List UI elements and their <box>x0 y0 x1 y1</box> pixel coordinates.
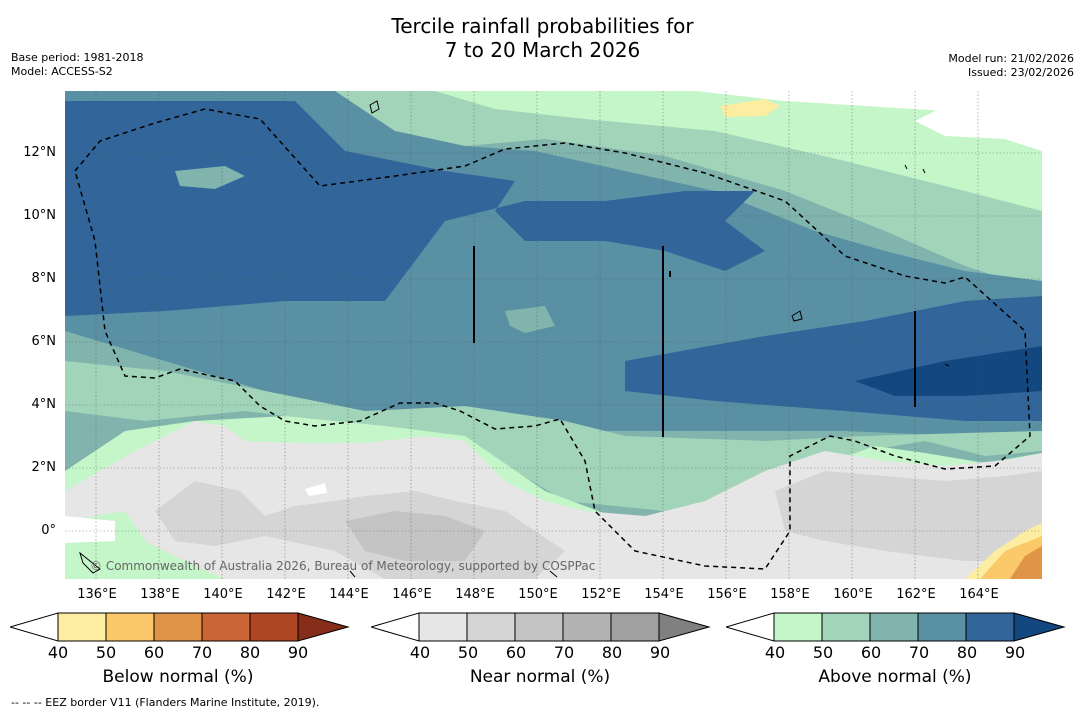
meta-right: Model run: 21/02/2026 Issued: 23/02/2026 <box>948 52 1074 80</box>
map-frame <box>65 91 1042 579</box>
cbar-below-tick: 80 <box>239 643 261 662</box>
cbar-below-tick: 40 <box>47 643 69 662</box>
x-tick: 164°E <box>959 587 999 602</box>
cbar-near-tick: 50 <box>457 643 479 662</box>
cbar-below-ext-low <box>10 612 59 642</box>
cbar-below-tick: 60 <box>143 643 165 662</box>
y-tick: 6°N <box>31 334 57 349</box>
base-period: Base period: 1981-2018 <box>11 51 144 64</box>
x-tick: 144°E <box>329 587 369 602</box>
patch-below-50 <box>720 99 780 117</box>
cbar-near-tick: 80 <box>601 643 623 662</box>
x-tick: 142°E <box>266 587 306 602</box>
x-tick: 156°E <box>707 587 747 602</box>
cbar-above-seg <box>869 612 919 642</box>
cbar-above-seg <box>821 612 871 642</box>
cbar-above-title: Above normal (%) <box>818 667 972 687</box>
title-line-1: Tercile rainfall probabilities for <box>391 14 694 38</box>
cbar-near-tick: 40 <box>409 643 431 662</box>
cbar-near-seg <box>418 612 468 642</box>
x-tick: 148°E <box>455 587 495 602</box>
islands <box>79 100 950 578</box>
x-tick: 140°E <box>203 587 243 602</box>
model-run: Model run: 21/02/2026 <box>948 52 1074 65</box>
cbar-below-tick: 50 <box>95 643 117 662</box>
title-line-2: 7 to 20 March 2026 <box>444 38 641 62</box>
patch-above-60-ne <box>175 166 245 189</box>
zone-near-60 <box>345 511 485 561</box>
cbar-below-seg <box>57 612 107 642</box>
cbar-near-ext-low <box>371 612 420 642</box>
y-tick: 2°N <box>31 460 57 475</box>
cbar-below-ext-high <box>297 612 350 642</box>
cbar-above-tick: 80 <box>956 643 978 662</box>
cbar-near-seg <box>466 612 516 642</box>
y-tick: 0° <box>41 523 56 538</box>
cbar-above-tick: 70 <box>908 643 930 662</box>
map-title: Tercile rainfall probabilities for 7 to … <box>0 14 1085 62</box>
cbar-above-tick: 90 <box>1004 643 1026 662</box>
x-tick: 160°E <box>833 587 873 602</box>
cbar-below-tick: 90 <box>287 643 309 662</box>
eez-footnote: -- -- -- EEZ border V11 (Flanders Marine… <box>11 696 320 709</box>
cbar-above-seg <box>773 612 823 642</box>
cbar-below-seg <box>105 612 155 642</box>
copyright-notice: © Commonwealth of Australia 2026, Bureau… <box>90 559 596 573</box>
band-above-90 <box>855 346 1042 396</box>
gridlines <box>65 91 1042 579</box>
patch-above-60-mid <box>505 306 555 333</box>
rainfall-map <box>65 91 1042 579</box>
cbar-below-tick: 70 <box>191 643 213 662</box>
cbar-below-seg <box>201 612 251 642</box>
x-tick: 138°E <box>140 587 180 602</box>
model-name: Model: ACCESS-S2 <box>11 65 113 78</box>
cbar-above-seg <box>917 612 967 642</box>
x-tick: 154°E <box>644 587 684 602</box>
zone-near-50-east <box>775 471 1042 561</box>
cbar-below-title: Below normal (%) <box>102 667 254 687</box>
x-tick: 162°E <box>896 587 936 602</box>
cbar-above-tick: 50 <box>812 643 834 662</box>
cbar-near-title: Near normal (%) <box>469 667 611 687</box>
cbar-near-tick: 70 <box>553 643 575 662</box>
band-above-40-north <box>435 91 1042 211</box>
zone-below-60-se <box>1010 546 1042 579</box>
cbar-near-seg <box>610 612 660 642</box>
band-above-80 <box>65 101 765 316</box>
cbar-near-tick: 60 <box>505 643 527 662</box>
meta-left: Base period: 1981-2018 Model: ACCESS-S2 <box>11 51 143 79</box>
marker-lines <box>473 246 916 437</box>
cbar-above-ext-low <box>726 612 775 642</box>
cbar-near-seg <box>562 612 612 642</box>
cbar-above-tick: 60 <box>860 643 882 662</box>
cbar-near-tick: 90 <box>649 643 671 662</box>
cbar-below-seg <box>153 612 203 642</box>
colorbar-above <box>726 612 1066 642</box>
y-tick: 8°N <box>31 271 57 286</box>
zone-white-gap <box>305 483 327 496</box>
x-tick: 150°E <box>518 587 558 602</box>
cbar-near-seg <box>514 612 564 642</box>
colorbar-near <box>371 612 711 642</box>
cbar-above-ext-high <box>1013 612 1066 642</box>
cbar-above-seg <box>965 612 1015 642</box>
cbar-near-ext-high <box>658 612 711 642</box>
colorbar-below <box>10 612 350 642</box>
y-tick: 4°N <box>31 397 57 412</box>
x-tick: 152°E <box>581 587 621 602</box>
x-tick: 136°E <box>77 587 117 602</box>
y-tick: 10°N <box>23 208 56 223</box>
issued-date: Issued: 23/02/2026 <box>967 66 1074 79</box>
patch-white-ne <box>915 91 1042 146</box>
y-tick: 12°N <box>23 145 56 160</box>
x-tick: 146°E <box>392 587 432 602</box>
cbar-above-tick: 40 <box>764 643 786 662</box>
cbar-below-seg <box>249 612 299 642</box>
x-tick: 158°E <box>770 587 810 602</box>
zone-white-south <box>65 516 115 543</box>
